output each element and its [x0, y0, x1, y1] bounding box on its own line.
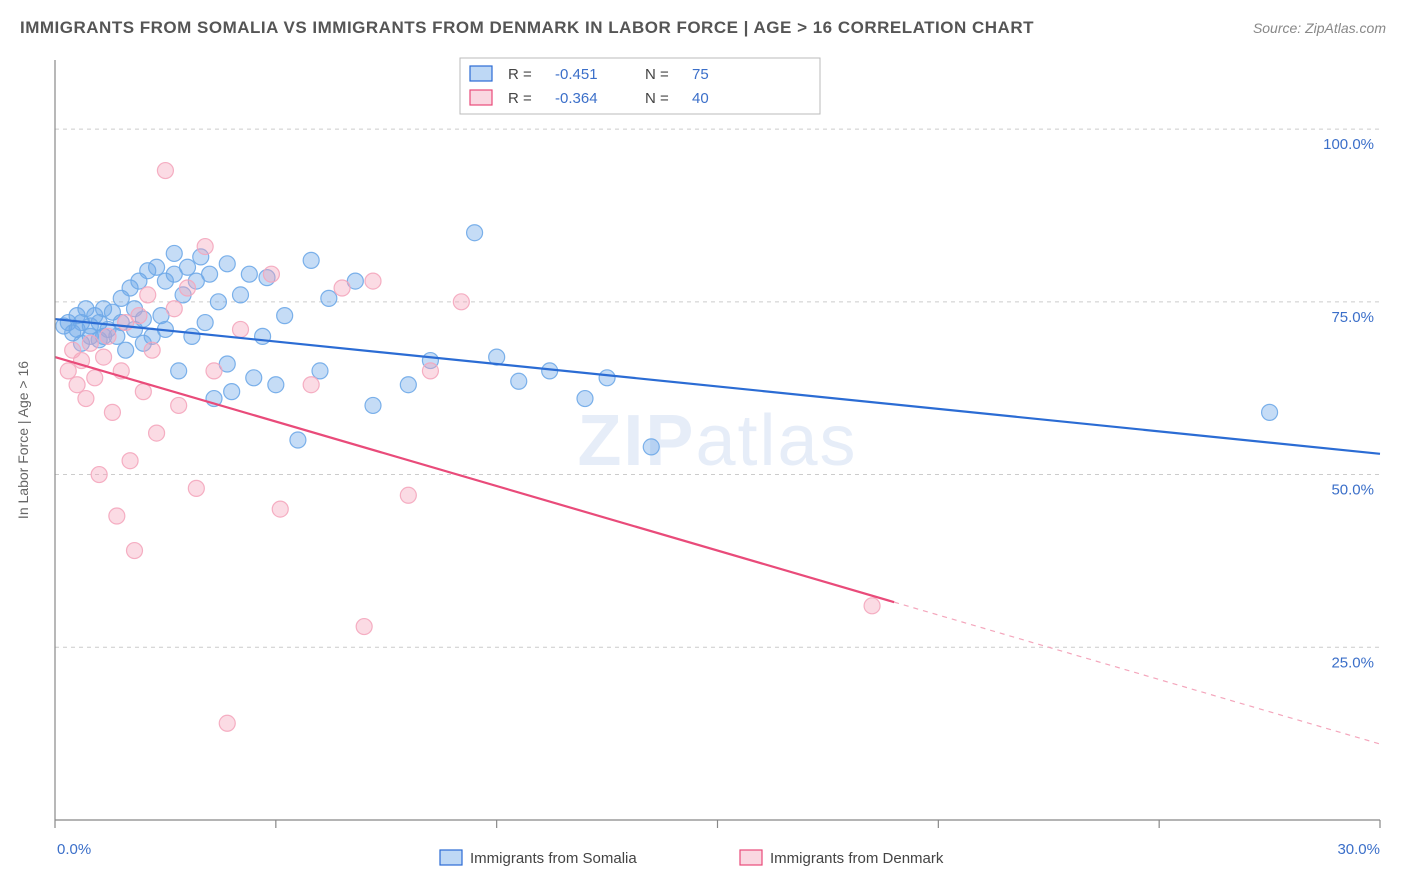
- y-tick-label: 25.0%: [1331, 654, 1374, 671]
- scatter-point: [599, 370, 615, 386]
- scatter-point: [303, 377, 319, 393]
- y-tick-label: 75.0%: [1331, 309, 1374, 326]
- legend-n-value: 75: [692, 66, 709, 83]
- scatter-point: [643, 439, 659, 455]
- scatter-point: [321, 290, 337, 306]
- scatter-point: [149, 425, 165, 441]
- scatter-point: [224, 384, 240, 400]
- scatter-point: [197, 239, 213, 255]
- y-tick-label: 50.0%: [1331, 482, 1374, 499]
- scatter-point: [400, 487, 416, 503]
- scatter-point: [864, 598, 880, 614]
- legend-swatch: [440, 850, 462, 865]
- legend-series-label: Immigrants from Denmark: [770, 850, 944, 867]
- scatter-point: [82, 335, 98, 351]
- legend-r-value: -0.364: [555, 90, 598, 107]
- scatter-point: [166, 245, 182, 261]
- scatter-point: [135, 384, 151, 400]
- scatter-point: [184, 328, 200, 344]
- scatter-point: [180, 280, 196, 296]
- scatter-point: [144, 342, 160, 358]
- scatter-point: [127, 543, 143, 559]
- scatter-point: [290, 432, 306, 448]
- scatter-point: [122, 453, 138, 469]
- scatter-point: [422, 363, 438, 379]
- x-tick-label: 30.0%: [1337, 841, 1380, 858]
- watermark: ZIPatlas: [577, 401, 857, 481]
- scatter-point: [180, 259, 196, 275]
- scatter-point: [157, 163, 173, 179]
- scatter-point: [263, 266, 279, 282]
- scatter-point: [246, 370, 262, 386]
- scatter-point: [202, 266, 218, 282]
- scatter-point: [60, 363, 76, 379]
- legend-r-label: R =: [508, 66, 532, 83]
- chart-container: 25.0% 50.0% 75.0% 100.0% ZIPatlas 0.0% 30.0% In…: [0, 50, 1406, 892]
- scatter-point: [467, 225, 483, 241]
- scatter-point: [188, 480, 204, 496]
- legend-swatch: [740, 850, 762, 865]
- legend-n-label: N =: [645, 66, 669, 83]
- scatter-point: [131, 308, 147, 324]
- scatter-point: [78, 391, 94, 407]
- scatter-point: [206, 363, 222, 379]
- scatter-point: [241, 266, 257, 282]
- scatter-point: [334, 280, 350, 296]
- scatter-point: [356, 619, 372, 635]
- scatter-point: [166, 301, 182, 317]
- scatter-point: [87, 370, 103, 386]
- scatter-point: [149, 259, 165, 275]
- y-axis-label: In Labor Force | Age > 16: [15, 361, 31, 519]
- scatter-point: [140, 287, 156, 303]
- scatter-point: [210, 294, 226, 310]
- scatter-point: [365, 273, 381, 289]
- scatter-point: [277, 308, 293, 324]
- scatter-point: [453, 294, 469, 310]
- legend-series-label: Immigrants from Somalia: [470, 850, 637, 867]
- scatter-point: [233, 321, 249, 337]
- scatter-point: [268, 377, 284, 393]
- scatter-point: [365, 397, 381, 413]
- scatter-point: [577, 391, 593, 407]
- scatter-point: [312, 363, 328, 379]
- scatter-point: [171, 397, 187, 413]
- scatter-point: [511, 373, 527, 389]
- scatter-point: [1262, 404, 1278, 420]
- source-attribution: Source: ZipAtlas.com: [1253, 20, 1386, 36]
- regression-line-extrapolated: [894, 602, 1380, 744]
- scatter-point: [109, 508, 125, 524]
- legend-r-label: R =: [508, 90, 532, 107]
- scatter-point: [100, 328, 116, 344]
- legend-swatch: [470, 90, 492, 105]
- y-tick-label: 100.0%: [1323, 136, 1374, 153]
- legend-r-value: -0.451: [555, 66, 598, 83]
- scatter-point: [400, 377, 416, 393]
- chart-title: IMMIGRANTS FROM SOMALIA VS IMMIGRANTS FR…: [20, 18, 1034, 38]
- scatter-point: [104, 404, 120, 420]
- legend-n-value: 40: [692, 90, 709, 107]
- scatter-point: [272, 501, 288, 517]
- scatter-point: [219, 715, 235, 731]
- scatter-point: [118, 342, 134, 358]
- scatter-point: [255, 328, 271, 344]
- scatter-point: [197, 315, 213, 331]
- scatter-point: [233, 287, 249, 303]
- scatter-point: [219, 256, 235, 272]
- correlation-scatter-chart: 25.0% 50.0% 75.0% 100.0% ZIPatlas 0.0% 30.0% In…: [0, 50, 1406, 892]
- scatter-point: [69, 377, 85, 393]
- scatter-point: [91, 467, 107, 483]
- scatter-point: [171, 363, 187, 379]
- scatter-point: [303, 252, 319, 268]
- legend-n-label: N =: [645, 90, 669, 107]
- x-tick-label: 0.0%: [57, 841, 91, 858]
- legend-swatch: [470, 66, 492, 81]
- scatter-point: [96, 349, 112, 365]
